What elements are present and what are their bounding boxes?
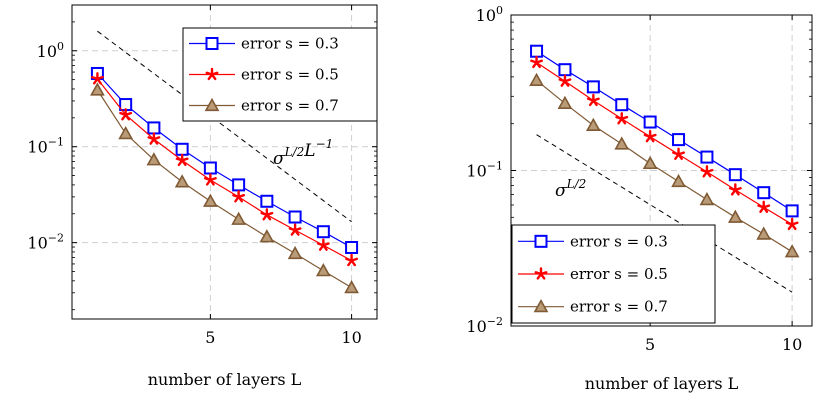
data-point — [147, 132, 161, 145]
x-tick-label: 5 — [645, 335, 655, 354]
data-point — [585, 117, 601, 131]
data-point — [700, 165, 714, 178]
data-point — [672, 133, 686, 147]
data-point — [672, 147, 685, 161]
data-point — [785, 204, 799, 218]
data-point — [90, 82, 105, 96]
legend-label: error s = 0.3 — [241, 35, 339, 53]
data-point — [642, 155, 658, 170]
data-point — [615, 112, 629, 125]
data-point — [316, 238, 330, 251]
data-point — [557, 95, 573, 110]
data-point — [175, 142, 189, 156]
legend-label: error s = 0.7 — [241, 97, 339, 115]
x-tick-label: 5 — [205, 328, 215, 347]
data-point — [203, 193, 218, 207]
legend-label: error s = 0.7 — [570, 298, 668, 316]
x-axis-title: number of layers L — [148, 370, 302, 389]
series-line-3 — [536, 79, 793, 253]
series-line-1 — [96, 73, 352, 249]
y-tick-label: 100 — [37, 40, 64, 61]
data-point — [530, 44, 544, 58]
data-point — [147, 121, 161, 135]
legend-marker — [534, 234, 548, 248]
series-line-2 — [96, 78, 352, 262]
right-chart: 5 10 100 10−1 10−2 σL/2 number of layers L erro… — [466, 4, 813, 393]
data-point — [232, 178, 246, 192]
data-point — [344, 279, 359, 294]
data-point — [90, 72, 104, 85]
legend-marker — [204, 97, 220, 112]
data-point — [558, 63, 572, 77]
legend-label: error s = 0.5 — [241, 66, 339, 84]
x-tick-label: 10 — [782, 335, 802, 354]
data-point — [260, 208, 274, 221]
y-tick-label: 10−1 — [466, 160, 503, 181]
data-point — [586, 93, 600, 107]
series-line-3 — [96, 89, 352, 289]
series-line-2 — [536, 61, 793, 225]
reference-line-label: σL/2 — [555, 177, 586, 201]
data-point — [146, 152, 162, 166]
data-point — [259, 229, 275, 243]
data-point — [757, 200, 771, 213]
data-point — [586, 80, 600, 94]
data-point — [784, 244, 800, 258]
data-point — [614, 136, 630, 150]
x-tick-label: 10 — [341, 328, 361, 347]
data-point — [643, 115, 657, 129]
data-point — [316, 225, 330, 239]
data-point — [727, 209, 743, 223]
data-point — [315, 263, 331, 277]
legend-label: error s = 0.5 — [570, 265, 668, 283]
data-point — [119, 108, 133, 121]
legend-marker — [205, 67, 219, 81]
reference-line — [97, 30, 352, 223]
data-point — [530, 55, 543, 69]
data-point — [203, 173, 217, 186]
data-point — [118, 125, 134, 140]
y-tick-label: 10−1 — [27, 136, 64, 157]
data-point — [558, 74, 572, 87]
data-point — [345, 241, 359, 255]
data-point — [288, 210, 302, 224]
y-tick-label: 10−2 — [27, 232, 64, 253]
plot-frame — [71, 4, 378, 320]
left-chart: 5 10 100 10−1 10−2 σL/2L−1 number of layers L e… — [27, 4, 378, 389]
data-point — [287, 245, 303, 260]
legend-marker — [205, 37, 219, 50]
data-point — [728, 183, 742, 196]
data-point — [231, 211, 246, 225]
data-point — [785, 217, 799, 231]
y-tick-label: 100 — [476, 4, 503, 25]
data-point — [175, 153, 189, 167]
data-point — [671, 173, 686, 188]
data-point — [643, 129, 657, 143]
legend-marker — [534, 267, 548, 280]
data-point — [700, 150, 714, 164]
data-point — [529, 72, 544, 86]
data-point — [345, 253, 359, 267]
data-point — [260, 194, 274, 208]
series-line-1 — [536, 50, 793, 212]
reference-line-label: σL/2L−1 — [273, 137, 333, 169]
legend-label: error s = 0.3 — [570, 232, 668, 250]
data-point — [699, 191, 715, 206]
y-tick-label: 10−2 — [466, 315, 503, 336]
legend-marker — [533, 299, 549, 313]
x-axis-title: number of layers L — [585, 374, 739, 393]
data-point — [615, 98, 629, 112]
data-point — [174, 174, 190, 188]
data-point — [757, 186, 771, 200]
data-point — [756, 226, 772, 240]
data-point — [203, 161, 217, 175]
data-point — [288, 223, 302, 236]
data-point — [232, 190, 246, 203]
data-point — [728, 168, 742, 182]
